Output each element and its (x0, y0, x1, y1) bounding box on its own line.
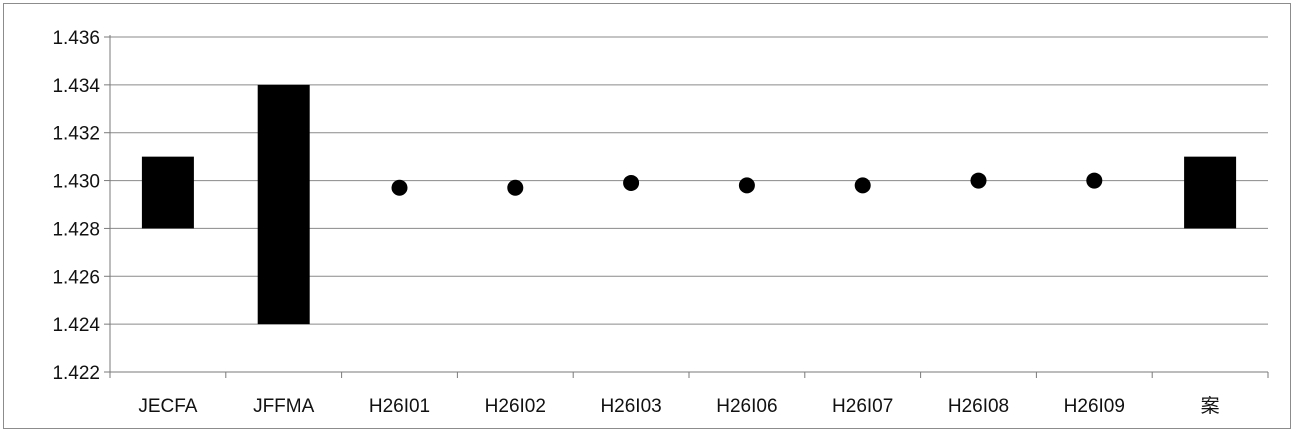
y-tick-label: 1.430 (52, 172, 100, 193)
data-point (970, 172, 987, 189)
data-point (391, 179, 408, 196)
data-point (623, 174, 640, 191)
x-category-label: 案 (1201, 395, 1220, 417)
data-point (1086, 172, 1103, 189)
chart-frame (3, 3, 1291, 429)
x-category-label: H26I07 (832, 396, 893, 417)
y-tick-label: 1.436 (52, 28, 100, 49)
data-point (854, 177, 871, 194)
y-tick-label: 1.428 (52, 219, 100, 240)
x-category-label: H26I09 (1064, 396, 1125, 417)
y-tick-label: 1.422 (52, 363, 100, 384)
data-marks (141, 84, 1237, 325)
range-bar (141, 156, 194, 229)
x-category-label: H26I08 (948, 396, 1009, 417)
data-point (738, 177, 755, 194)
tick-labels: 1.422 1.424 1.426 1.428 1.430 1.432 1.434 1.436… (52, 28, 1219, 417)
y-tick-label: 1.432 (52, 124, 100, 145)
x-category-label: H26I02 (485, 396, 546, 417)
x-category-label: H26I01 (369, 396, 430, 417)
range-bar (257, 84, 310, 325)
axes (104, 35, 1269, 378)
x-category-label: JECFA (138, 396, 197, 417)
y-tick-label: 1.434 (52, 76, 100, 97)
y-tick-label: 1.424 (52, 315, 100, 336)
x-category-label: H26I03 (600, 396, 661, 417)
x-category-label: H26I06 (716, 396, 777, 417)
x-category-label: JFFMA (253, 396, 315, 417)
data-point (507, 179, 524, 196)
y-tick-label: 1.426 (52, 267, 100, 288)
range-bar (1184, 156, 1237, 229)
